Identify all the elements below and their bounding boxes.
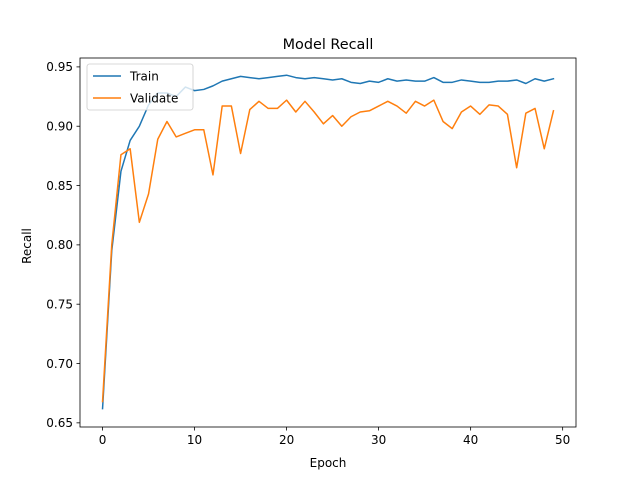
axes-frame [79,57,577,428]
y-tick-label: 0.90 [46,120,73,134]
y-tick-label: 0.85 [46,179,73,193]
y-tick-label: 0.65 [46,416,73,430]
chart-legend: Train Validate [86,63,194,111]
x-tick-label: 10 [187,433,202,447]
series-line-validate [101,99,555,403]
plot-area: 0 10 20 30 40 50 0.65 0.70 0.75 0.80 0.85 0.90 0.95 [46,57,577,447]
x-tick-label: 30 [371,433,386,447]
x-tick-label: 40 [463,433,478,447]
x-tick-label: 0 [99,433,107,447]
legend-label-validate: Validate [130,91,178,105]
y-tick-label: 0.95 [46,60,73,74]
x-tick-label: 50 [555,433,570,447]
y-tick-label: 0.70 [46,357,73,371]
x-tick-label: 20 [279,433,294,447]
x-axis-label: Epoch [310,456,347,470]
y-tick-label: 0.75 [46,297,73,311]
y-axis-label: Recall [20,228,34,264]
series-line-train [101,74,555,410]
legend-label-train: Train [129,69,159,83]
y-tick-label: 0.80 [46,238,73,252]
chart-title: Model Recall [283,37,374,53]
